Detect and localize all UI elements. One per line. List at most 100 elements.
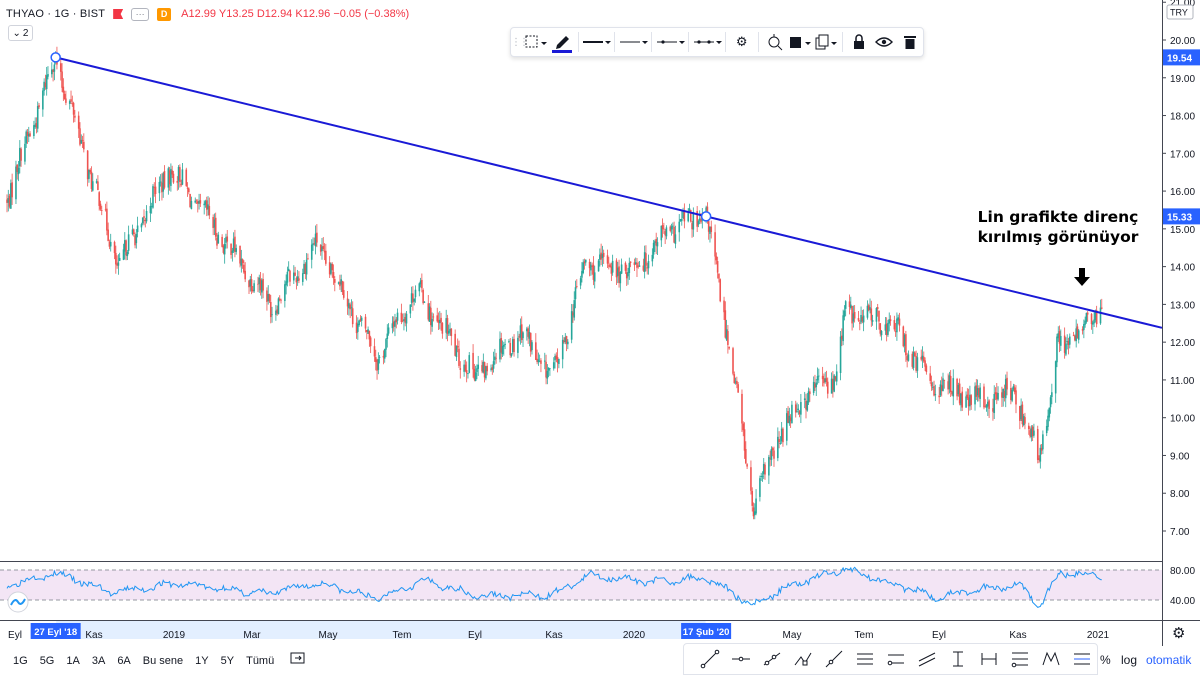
candle-down: [642, 258, 645, 272]
candle-up: [386, 324, 389, 348]
candle-down: [540, 358, 542, 373]
template-icon[interactable]: [523, 28, 549, 56]
candle-up: [797, 404, 800, 415]
log-scale-toggle[interactable]: log: [1121, 653, 1138, 667]
gear-icon[interactable]: ⚙: [735, 34, 748, 49]
candle-up: [815, 379, 818, 397]
range-button-ytd[interactable]: Bu sene: [142, 654, 184, 667]
candle-down: [369, 335, 372, 354]
candle-up: [232, 232, 235, 253]
candle-down: [1090, 313, 1093, 330]
ray-tool-icon[interactable]: [756, 647, 787, 671]
indicator-collapse-button[interactable]: ⌄ 2: [8, 25, 33, 41]
candle-down: [911, 351, 914, 370]
candle-down: [876, 303, 879, 317]
candle-up: [985, 403, 988, 412]
price-axis[interactable]: 21.0020.0019.0018.0017.0016.0015.0014.00…: [1162, 0, 1200, 646]
candle-up: [1068, 333, 1071, 349]
range-button-1g[interactable]: 1G: [13, 654, 28, 667]
extend-right-button[interactable]: [692, 28, 722, 56]
time-tick-label: Eyl: [932, 630, 946, 641]
range-button-6a[interactable]: 6A: [117, 654, 131, 667]
line-width-button[interactable]: [581, 28, 612, 56]
candle-up: [921, 346, 924, 369]
candle-down: [125, 239, 127, 261]
line-style-button[interactable]: [618, 28, 649, 56]
candle-down: [536, 349, 538, 365]
trendline[interactable]: [50, 52, 1163, 329]
trash-icon[interactable]: [897, 28, 923, 56]
go-to-date-icon[interactable]: [290, 652, 306, 669]
candle-up: [36, 101, 39, 133]
regression-trend-tool-icon[interactable]: [880, 647, 911, 671]
pattern-tool-icon[interactable]: [1035, 647, 1066, 671]
trend-line-tool-icon[interactable]: [694, 647, 725, 671]
eye-icon[interactable]: [871, 28, 897, 56]
candle-down: [565, 335, 568, 352]
fib-channel-tool-icon[interactable]: [1066, 647, 1097, 671]
candle-down: [1013, 384, 1016, 395]
parallel-channel-tool-icon[interactable]: [849, 647, 880, 671]
candle-down: [588, 258, 591, 277]
range-button-1a[interactable]: 1A: [66, 654, 80, 667]
time-axis[interactable]: Eyl Kas 2019 Mar May Tem Eyl Kas 2020 May Tem Eyl Ka…: [0, 620, 1200, 642]
chart-area[interactable]: 21.0020.0019.0018.0017.0016.0015.0014.00…: [0, 0, 1200, 646]
candle-up: [679, 218, 682, 222]
drag-handle-icon[interactable]: ⋮⋮: [511, 36, 529, 48]
path-tool-icon[interactable]: [787, 647, 818, 671]
extend-left-button[interactable]: [655, 28, 686, 56]
symbol-title[interactable]: THYAO · 1G · BIST: [6, 8, 106, 20]
candle-up: [217, 231, 220, 244]
range-button-5g[interactable]: 5G: [39, 654, 55, 667]
line-color-button[interactable]: [549, 28, 575, 56]
visual-order-icon[interactable]: [787, 28, 813, 56]
fib-retracement-tool-icon[interactable]: [1004, 647, 1035, 671]
candle-down: [983, 383, 985, 410]
candle-down: [602, 249, 605, 265]
candle-up: [957, 382, 960, 397]
chart-annotation-text[interactable]: Lin grafikte direnç kırılmış görünüyor: [977, 208, 1139, 246]
currency-badge: TRY: [1166, 4, 1194, 20]
time-tick-label: May: [319, 630, 338, 641]
candle-up: [993, 385, 996, 420]
candle-up: [418, 282, 421, 297]
flag-icon[interactable]: [113, 9, 124, 19]
candle-up: [651, 248, 654, 267]
candle-down: [154, 177, 157, 204]
more-options-button[interactable]: ···: [131, 7, 150, 21]
candle-up: [330, 262, 332, 276]
candle-up: [240, 249, 243, 273]
candle-down: [108, 239, 111, 250]
date-range-tool-icon[interactable]: [973, 647, 1004, 671]
price-range-tool-icon[interactable]: [942, 647, 973, 671]
range-button-5y[interactable]: 5Y: [220, 654, 235, 667]
candle-down: [134, 232, 136, 249]
candle-up: [734, 377, 737, 385]
candle-up: [844, 300, 847, 317]
candle-down: [115, 245, 117, 274]
range-button-3a[interactable]: 3A: [91, 654, 106, 667]
range-button-1y[interactable]: 1Y: [195, 654, 209, 667]
clone-icon[interactable]: [813, 28, 839, 56]
percent-scale-toggle[interactable]: %: [1100, 653, 1111, 667]
candle-up: [842, 309, 844, 346]
candle-down: [1081, 326, 1084, 335]
low-value: D12.94: [256, 8, 293, 20]
extended-line-tool-icon[interactable]: [818, 647, 849, 671]
range-button-all[interactable]: Tümü: [246, 654, 275, 667]
candle-down: [933, 380, 935, 397]
candle-down: [473, 363, 476, 382]
horizontal-line-tool-icon[interactable]: [725, 647, 756, 671]
candle-down: [915, 350, 917, 373]
candle-up: [942, 372, 944, 392]
auto-scale-toggle[interactable]: otomatik: [1146, 653, 1192, 667]
candle-up: [431, 312, 433, 332]
add-alert-icon[interactable]: [762, 28, 788, 56]
flat-top-bottom-tool-icon[interactable]: [911, 647, 942, 671]
candle-up: [796, 402, 798, 413]
candle-up: [611, 254, 614, 276]
candle-down: [107, 222, 109, 242]
lock-icon[interactable]: [846, 28, 872, 56]
gear-icon[interactable]: ⚙: [1172, 625, 1186, 642]
candle-down: [984, 399, 987, 408]
